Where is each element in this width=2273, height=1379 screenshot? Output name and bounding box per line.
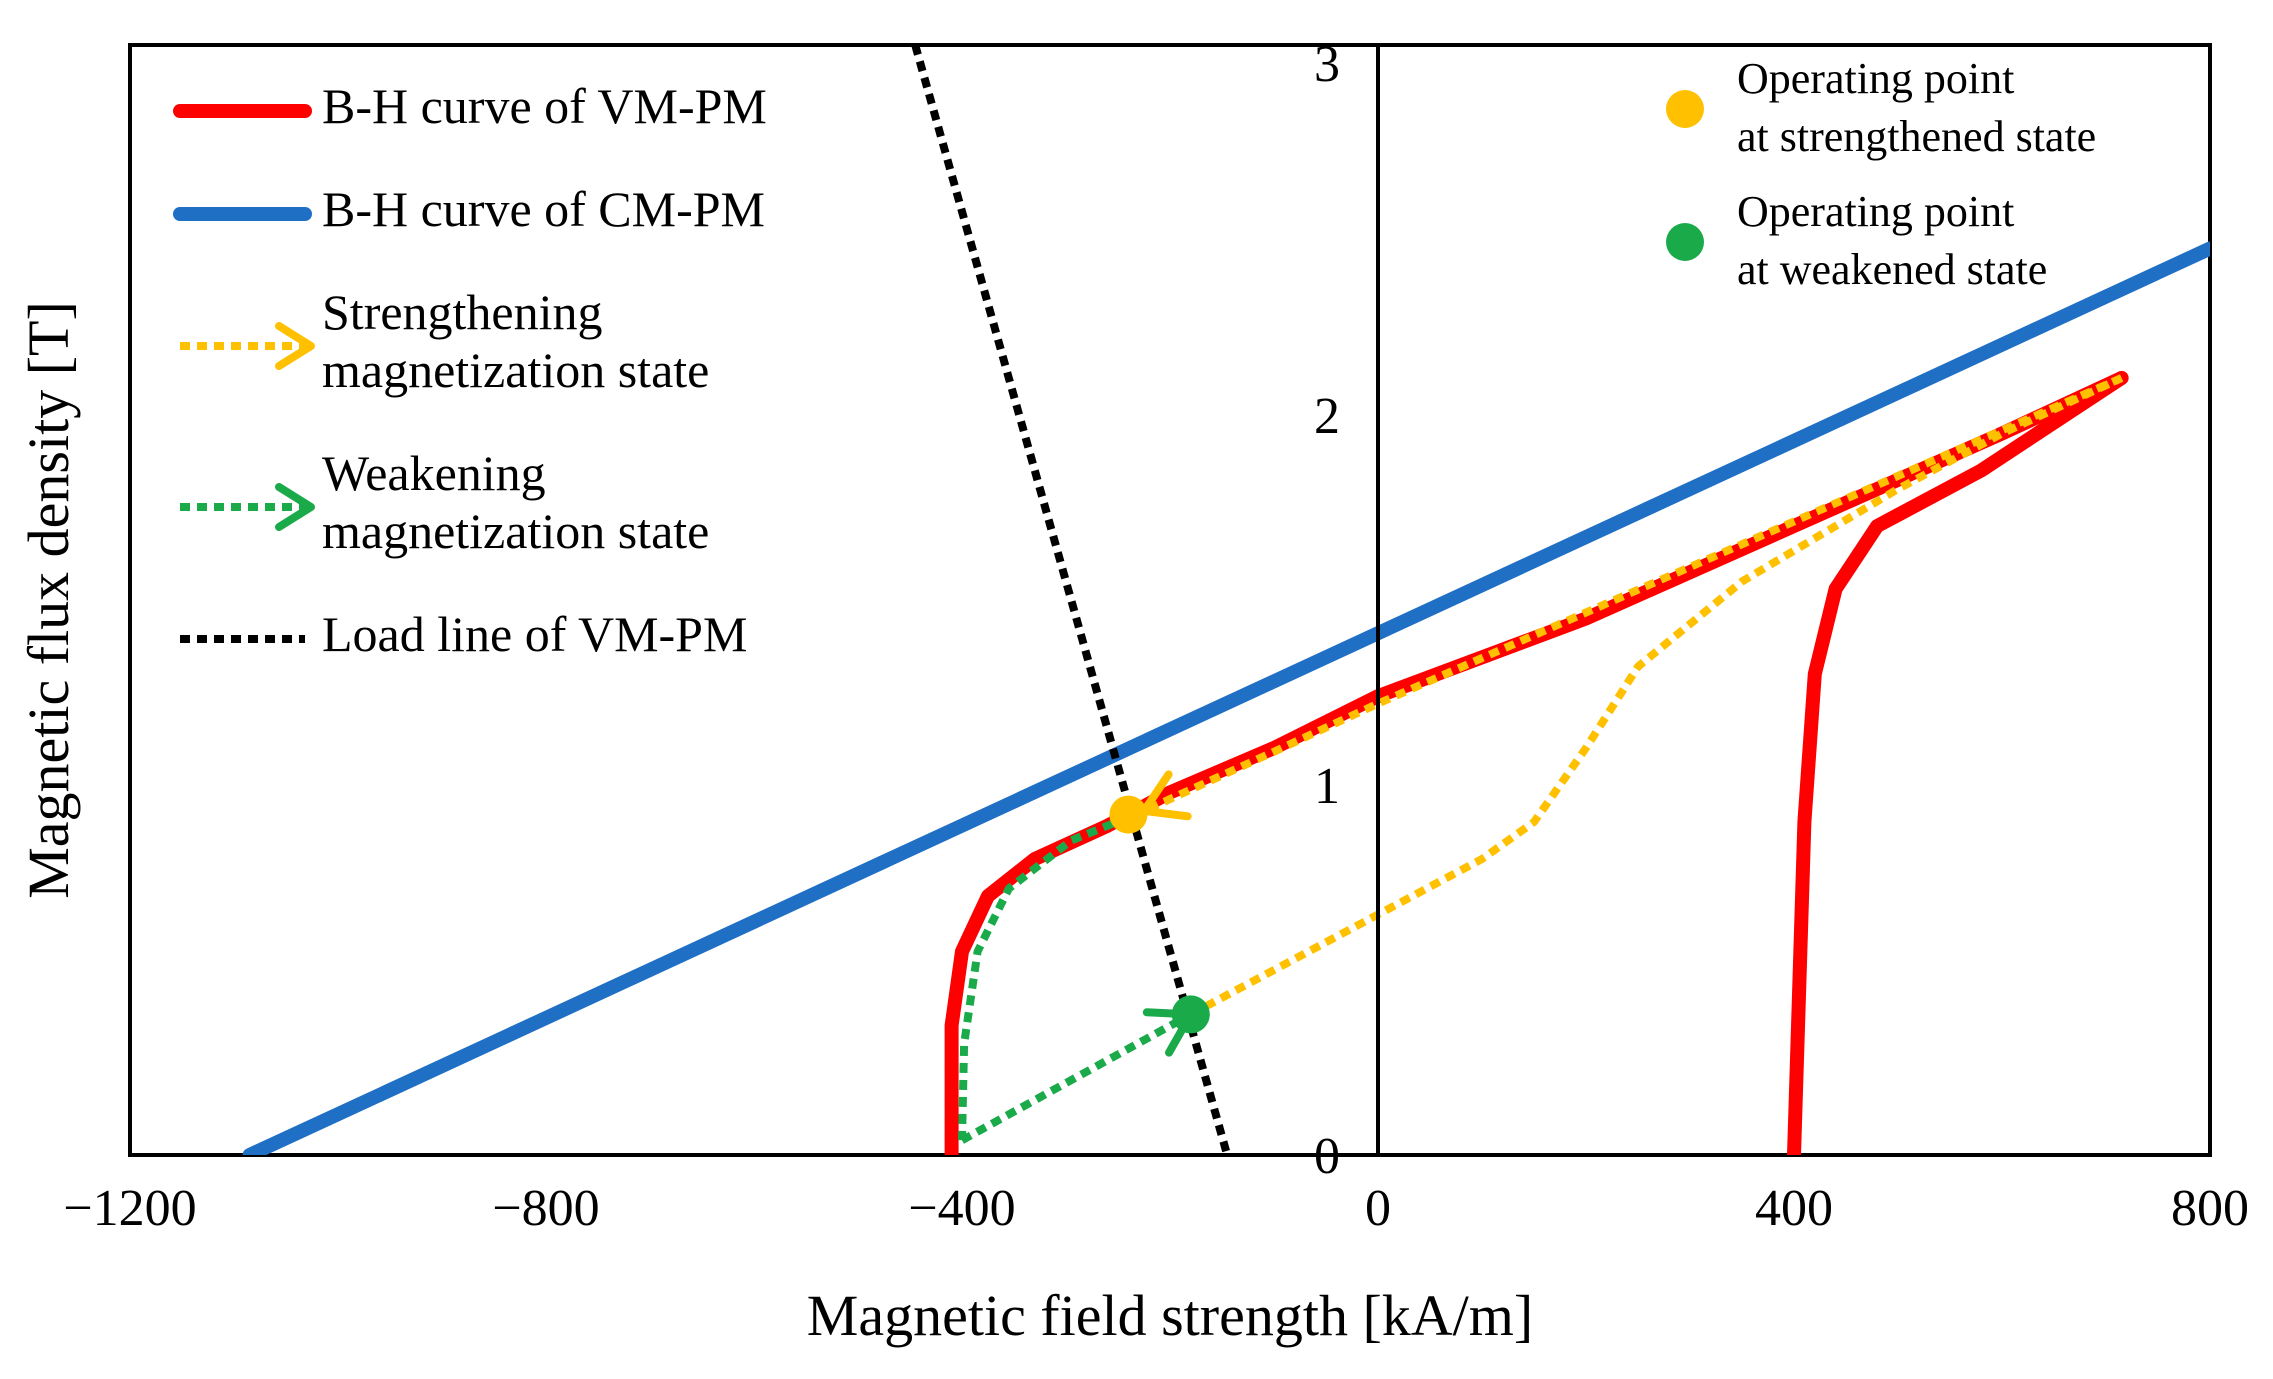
y-tick-label: 0 <box>1314 1128 1340 1185</box>
legend-arrowhead-2 <box>275 322 315 370</box>
series-weakening-magnetization-state-segment-1 <box>960 1010 1193 1144</box>
series-strengthening-magnetization-state-segment-1 <box>1142 374 2124 815</box>
legend-text: B-H curve of CM-PM <box>322 181 765 237</box>
x-tick-label: −400 <box>908 1180 1015 1237</box>
curves-layer <box>242 45 2210 1155</box>
series-b-h-curve-of-vm-pm-segment-1 <box>1787 371 2129 1155</box>
legend-arrowhead-3 <box>275 483 315 531</box>
series-weakening-magnetization-state-segment-0 <box>958 807 1146 1141</box>
annotation-text: Operating point <box>1737 187 2014 236</box>
legend-text: Load line of VM-PM <box>322 606 747 662</box>
x-tick-label: 400 <box>1755 1180 1833 1237</box>
annotation-marker-0 <box>1666 90 1704 128</box>
series-b-h-curve-of-vm-pm-segment-0 <box>944 371 2129 1155</box>
series-load-line-of-vm-pm-segment-0 <box>911 45 1232 1155</box>
series-b-h-curve-of-cm-pm-segment-0 <box>242 241 2210 1155</box>
legend-text: magnetization state <box>322 503 709 559</box>
legend-text: B-H curve of VM-PM <box>322 78 767 134</box>
tick-labels-layer: −1200 −800 −400 0 400 800 0 1 2 3 <box>63 36 2249 1237</box>
annotation-marker-1 <box>1666 223 1704 261</box>
y-axis-label: Magnetic flux density [T] <box>16 301 81 899</box>
y-tick-label: 2 <box>1314 388 1340 445</box>
annotation-text: at weakened state <box>1737 245 2047 294</box>
y-tick-label: 1 <box>1314 758 1340 815</box>
annotation-text: Operating point <box>1737 54 2014 103</box>
series-strengthening-magnetization-state-segment-0 <box>1188 374 2124 1018</box>
operating-point-legend: Operating point at strengthened state Oper… <box>1666 54 2096 294</box>
point-operating-point-at-weakened-state <box>1171 995 1210 1034</box>
operating-points-layer <box>1109 795 1210 1034</box>
x-tick-label: −800 <box>492 1180 599 1237</box>
x-tick-label: −1200 <box>63 1180 196 1237</box>
x-tick-label: 800 <box>2171 1180 2249 1237</box>
legend: B-H curve of VM-PM B-H curve of CM-PM Stre… <box>173 78 767 662</box>
annotation-text: at strengthened state <box>1737 112 2096 161</box>
legend-text: magnetization state <box>322 342 709 398</box>
legend-text: Weakening <box>322 445 546 501</box>
point-operating-point-at-strengthened-state <box>1109 795 1148 834</box>
x-tick-label: 0 <box>1365 1180 1391 1237</box>
x-axis-label: Magnetic field strength [kA/m] <box>807 1283 1533 1348</box>
plot-frame <box>128 43 2212 1157</box>
legend-text: Strengthening <box>322 284 603 340</box>
y-tick-label: 3 <box>1314 36 1340 93</box>
